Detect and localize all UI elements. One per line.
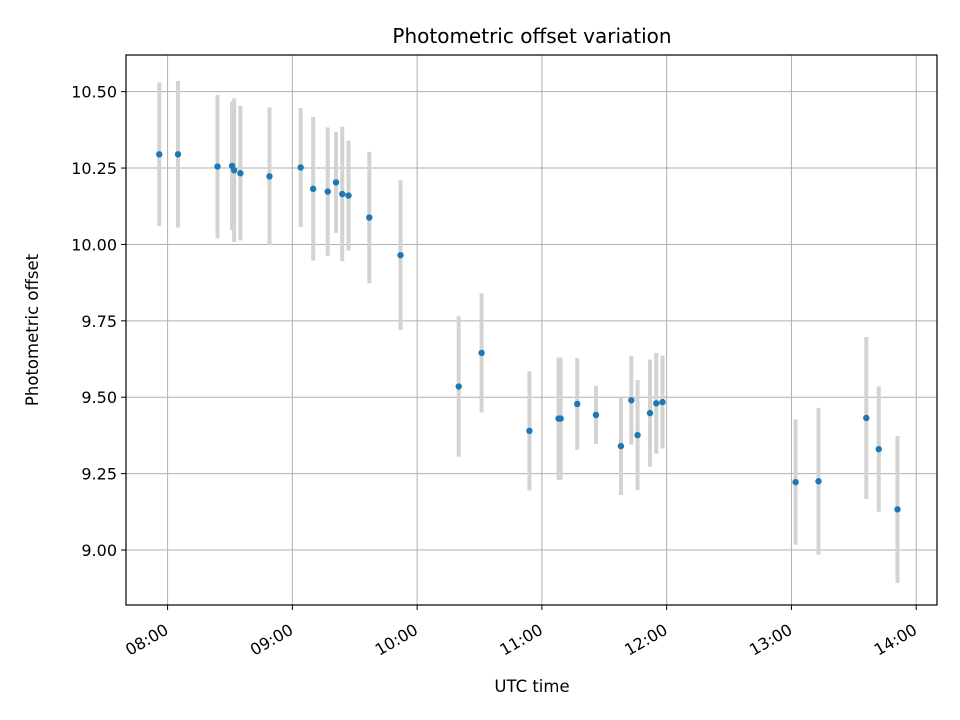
y-tick-label: 9.50 [81,388,117,407]
data-point [875,445,882,453]
data-point [478,349,485,357]
data-point [309,185,317,193]
grid [126,55,937,605]
y-axis-title: Photometric offset [23,253,42,406]
y-tick-label: 9.75 [81,312,117,331]
data-point [617,442,625,450]
data-point [894,506,901,513]
data-point [659,398,666,406]
data-point [156,151,163,158]
data-point [634,431,641,439]
data-point [230,166,238,174]
data-point [557,415,564,422]
data-point [174,151,182,158]
data-point [366,214,373,221]
chart-title: Photometric offset variation [392,24,671,48]
y-tick-label: 10.50 [71,83,117,102]
data-point [397,251,404,259]
data-point [628,397,635,404]
data-point [455,383,462,390]
plot-frame [125,54,938,606]
data-point [815,478,822,485]
y-tick-label: 10.00 [71,235,117,254]
data-point [646,409,654,417]
data-point [345,192,352,199]
data-point [332,179,340,186]
data-point [574,400,581,408]
data-point [792,478,799,486]
data-point [526,427,533,435]
data-point [863,414,870,422]
data-point [237,170,244,177]
y-tick-label: 10.25 [71,159,117,178]
x-axis-title: UTC time [494,677,569,696]
data-points [156,151,901,513]
data-point [266,173,273,180]
data-point [592,411,600,419]
y-tick-label: 9.25 [81,465,117,484]
data-point [297,164,304,171]
data-point [214,163,221,170]
data-point [324,188,331,195]
y-tick-label: 9.00 [81,541,117,560]
data-point [653,400,660,407]
data-point [339,190,346,198]
